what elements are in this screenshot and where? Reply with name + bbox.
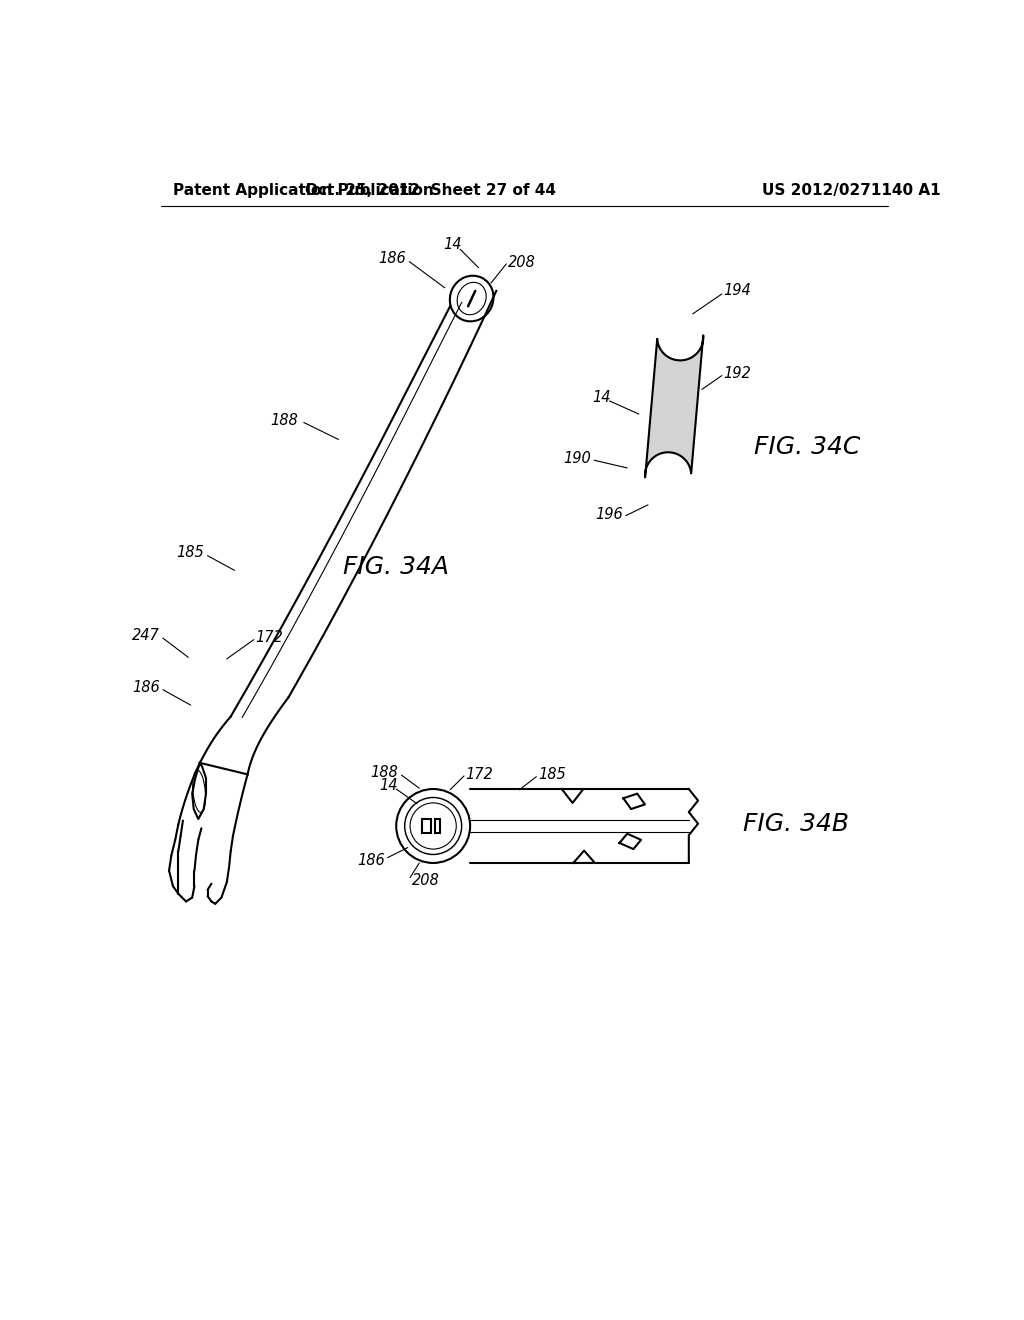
Text: 208: 208: [508, 255, 536, 269]
Bar: [422, 818, 431, 833]
Text: 186: 186: [379, 251, 407, 267]
Text: US 2012/0271140 A1: US 2012/0271140 A1: [762, 183, 941, 198]
Text: 186: 186: [132, 680, 160, 694]
Text: 188: 188: [270, 413, 298, 428]
Text: FIG. 34A: FIG. 34A: [343, 554, 450, 578]
Text: 186: 186: [357, 853, 385, 869]
Text: 172: 172: [466, 767, 494, 781]
Text: Patent Application Publication: Patent Application Publication: [173, 183, 433, 198]
Text: 14: 14: [593, 389, 611, 405]
Text: 192: 192: [724, 367, 752, 381]
Text: 185: 185: [539, 767, 566, 781]
Polygon shape: [620, 834, 641, 849]
Polygon shape: [624, 793, 645, 809]
Text: FIG. 34C: FIG. 34C: [755, 436, 860, 459]
Text: 196: 196: [596, 507, 624, 521]
Polygon shape: [645, 335, 703, 478]
Text: 190: 190: [563, 451, 591, 466]
Text: 208: 208: [412, 873, 439, 888]
Bar: [435, 818, 440, 833]
Text: 247: 247: [132, 628, 160, 643]
Text: Oct. 25, 2012  Sheet 27 of 44: Oct. 25, 2012 Sheet 27 of 44: [305, 183, 556, 198]
Polygon shape: [562, 789, 584, 803]
Polygon shape: [573, 850, 595, 863]
Text: 14: 14: [443, 238, 462, 252]
Text: 194: 194: [724, 284, 752, 298]
Text: 172: 172: [255, 630, 283, 645]
Text: 188: 188: [371, 766, 398, 780]
Text: 185: 185: [176, 545, 204, 560]
Text: FIG. 34B: FIG. 34B: [742, 812, 849, 837]
Text: 14: 14: [379, 779, 397, 793]
